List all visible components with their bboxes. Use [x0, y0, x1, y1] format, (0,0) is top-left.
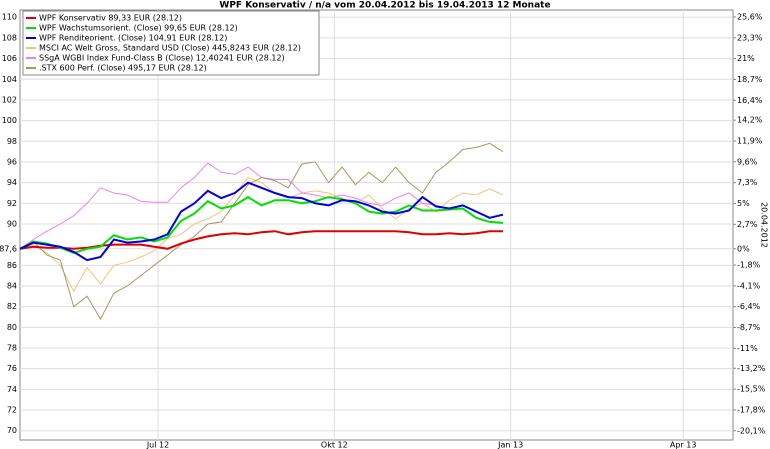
- y2-tick-label: 5%: [737, 199, 750, 208]
- y-tick-label: 86: [7, 261, 17, 270]
- y-tick-label: 98: [7, 137, 17, 146]
- y-tick-label: 72: [7, 406, 17, 415]
- series-line: [19, 142, 504, 321]
- y2-tick-label: 14,2%: [737, 116, 763, 125]
- date-label: 20.04.2012: [760, 202, 769, 248]
- y2-tick-label: -20,1%: [737, 426, 766, 435]
- y-tick-label: 76: [7, 364, 17, 373]
- y-tick-label: 78: [7, 344, 17, 353]
- series-line: [19, 195, 504, 254]
- x-tick-label: Jan 13: [497, 441, 523, 449]
- x-tick-label: Jul 12: [146, 441, 169, 449]
- legend-label: WPF Konservativ 89,33 EUR (28.12): [39, 14, 182, 23]
- legend-box: [22, 10, 320, 76]
- y2-tick-label: 18,7%: [737, 75, 763, 84]
- legend-label: WPF Wachstumsorient. (Close) 99,65 EUR (…: [39, 24, 238, 33]
- y-tick-label: 92: [7, 199, 17, 208]
- y2-tick-label: 7,3%: [737, 178, 758, 187]
- y-tick-label: 102: [2, 95, 17, 104]
- y-tick-label: 100: [2, 116, 17, 125]
- y-tick-label: 96: [7, 157, 17, 166]
- y-tick-label: 87,6: [0, 244, 17, 253]
- y-tick-label: 90: [7, 219, 17, 228]
- legend-label: .STX 600 Perf. (Close) 495,17 EUR (28.12…: [39, 64, 207, 73]
- y-tick-label: 108: [2, 33, 17, 42]
- legend-label: WPF Renditeorient. (Close) 104,91 EUR (2…: [39, 34, 227, 43]
- y2-tick-label: -11%: [737, 344, 758, 353]
- y2-tick-label: -13,2%: [737, 364, 766, 373]
- y-tick-label: 94: [7, 178, 17, 187]
- y2-tick-label: -6,4%: [737, 302, 761, 311]
- y2-tick-label: -1,8%: [737, 261, 761, 270]
- y2-tick-label: 23,3%: [737, 33, 763, 42]
- y2-tick-label: 16,4%: [737, 96, 763, 105]
- y-tick-label: 74: [7, 385, 17, 394]
- y-tick-label: 84: [7, 281, 17, 290]
- x-tick-label: Okt 12: [321, 441, 348, 449]
- chart-title: WPF Konservativ / n/a vom 20.04.2012 bis…: [219, 1, 550, 11]
- y-tick-label: 110: [2, 13, 17, 22]
- y2-tick-label: 25,6%: [737, 12, 763, 21]
- y-tick-label: 106: [2, 54, 17, 63]
- y2-tick-label: 2,7%: [737, 220, 758, 229]
- y-tick-label: 104: [2, 75, 17, 84]
- series-line: [19, 181, 504, 262]
- y-tick-label: 82: [7, 302, 17, 311]
- y-tick-label: 70: [7, 426, 17, 435]
- y2-tick-label: 0%: [737, 244, 750, 253]
- legend-label: SSgA WGBI Index Fund-Class B (Close) 12,…: [39, 54, 285, 63]
- y2-tick-label: 9,6%: [737, 157, 758, 166]
- y2-tick-label: -4,1%: [737, 281, 761, 290]
- x-tick-label: Apr 13: [670, 441, 697, 449]
- y2-tick-label: -8,7%: [737, 323, 761, 332]
- y2-tick-label: -17,8%: [737, 405, 766, 414]
- y2-tick-label: -15,5%: [737, 385, 766, 394]
- y2-tick-label: 21%: [737, 54, 755, 63]
- legend-label: MSCI AC Welt Gross, Standard USD (Close)…: [39, 44, 301, 53]
- y-tick-label: 80: [7, 323, 17, 332]
- y2-tick-label: 11,9%: [737, 137, 763, 146]
